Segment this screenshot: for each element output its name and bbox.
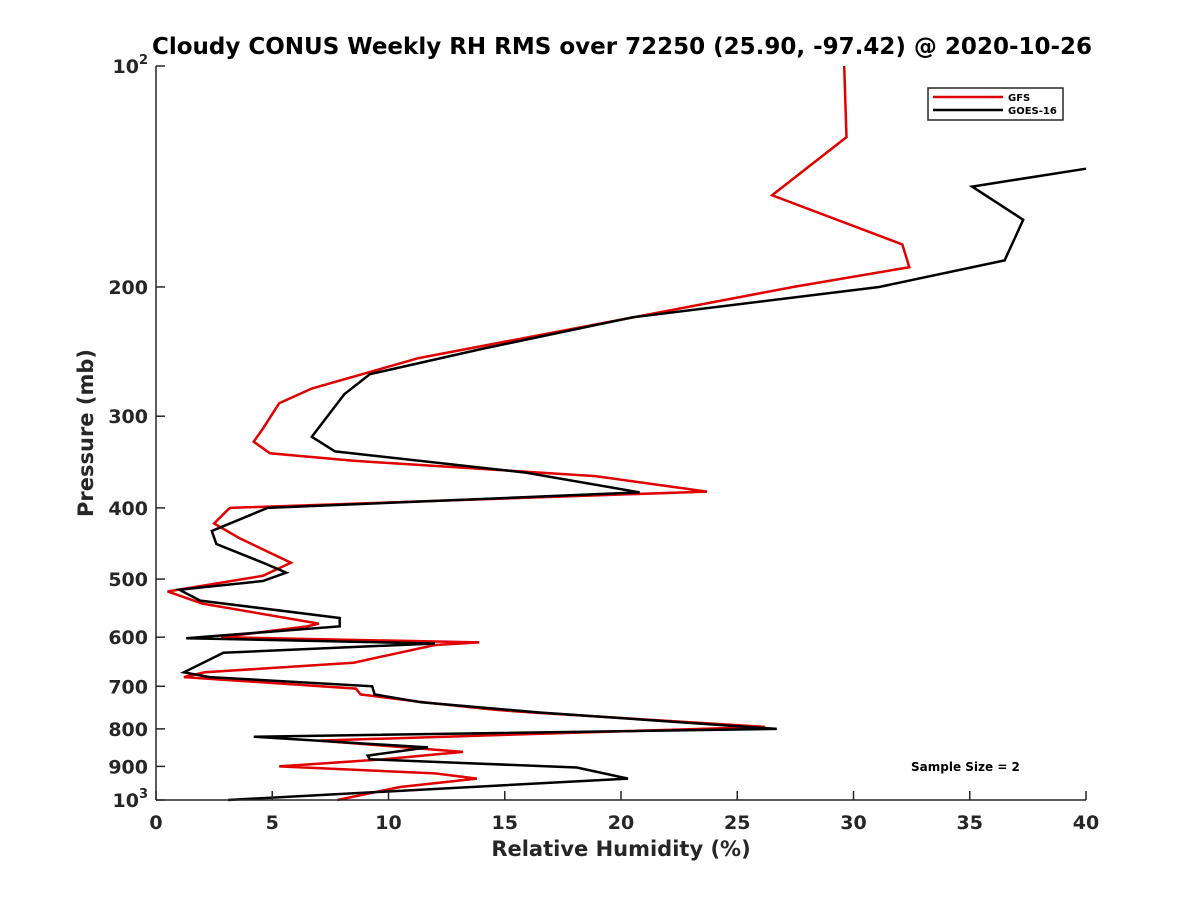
x-axis-label: Relative Humidity (%): [491, 837, 750, 861]
x-tick-label: 10: [375, 812, 401, 834]
y-tick-label: 800: [108, 719, 148, 741]
x-tick-label: 0: [149, 812, 162, 834]
legend-label-goes-16: GOES-16: [1008, 106, 1057, 117]
x-tick-label: 30: [840, 812, 866, 834]
chart-title: Cloudy CONUS Weekly RH RMS over 72250 (2…: [152, 34, 1092, 60]
legend: GFS GOES-16: [927, 87, 1064, 121]
x-tick-label: 40: [1073, 812, 1099, 834]
legend-box: [927, 87, 1064, 121]
x-tick-label: 5: [266, 812, 279, 834]
y-axis-label: Pressure (mb): [74, 349, 98, 517]
x-tick-label: 25: [724, 812, 750, 834]
y-tick-label: 600: [108, 627, 148, 649]
y-tick-label: 102: [113, 53, 149, 78]
sample-size-annotation: Sample Size = 2: [911, 760, 1020, 774]
y-tick-label: 300: [108, 406, 148, 428]
y-tick-label: 500: [108, 569, 148, 591]
x-axis-ticks: 0 5 10 15 20 25 30 35 40: [149, 791, 1099, 834]
series-layer: [167, 65, 1087, 802]
x-tick-label: 15: [492, 812, 518, 834]
y-tick-label: 900: [108, 756, 148, 778]
series-line-goes-16: [175, 167, 1087, 802]
legend-label-gfs: GFS: [1008, 93, 1030, 104]
x-tick-label: 20: [608, 812, 634, 834]
y-tick-label: 103: [113, 787, 149, 812]
x-tick-label: 35: [957, 812, 983, 834]
series-line-gfs: [167, 65, 911, 802]
plot-area: 0 5 10 15 20 25 30 35 40 102 200 300 400 500 600 700 80…: [108, 53, 1099, 834]
y-axis-ticks: 102 200 300 400 500 600 700 800 900 103: [108, 53, 165, 812]
y-tick-label: 400: [108, 498, 148, 520]
y-tick-label: 700: [108, 676, 148, 698]
y-tick-label: 200: [108, 277, 148, 299]
